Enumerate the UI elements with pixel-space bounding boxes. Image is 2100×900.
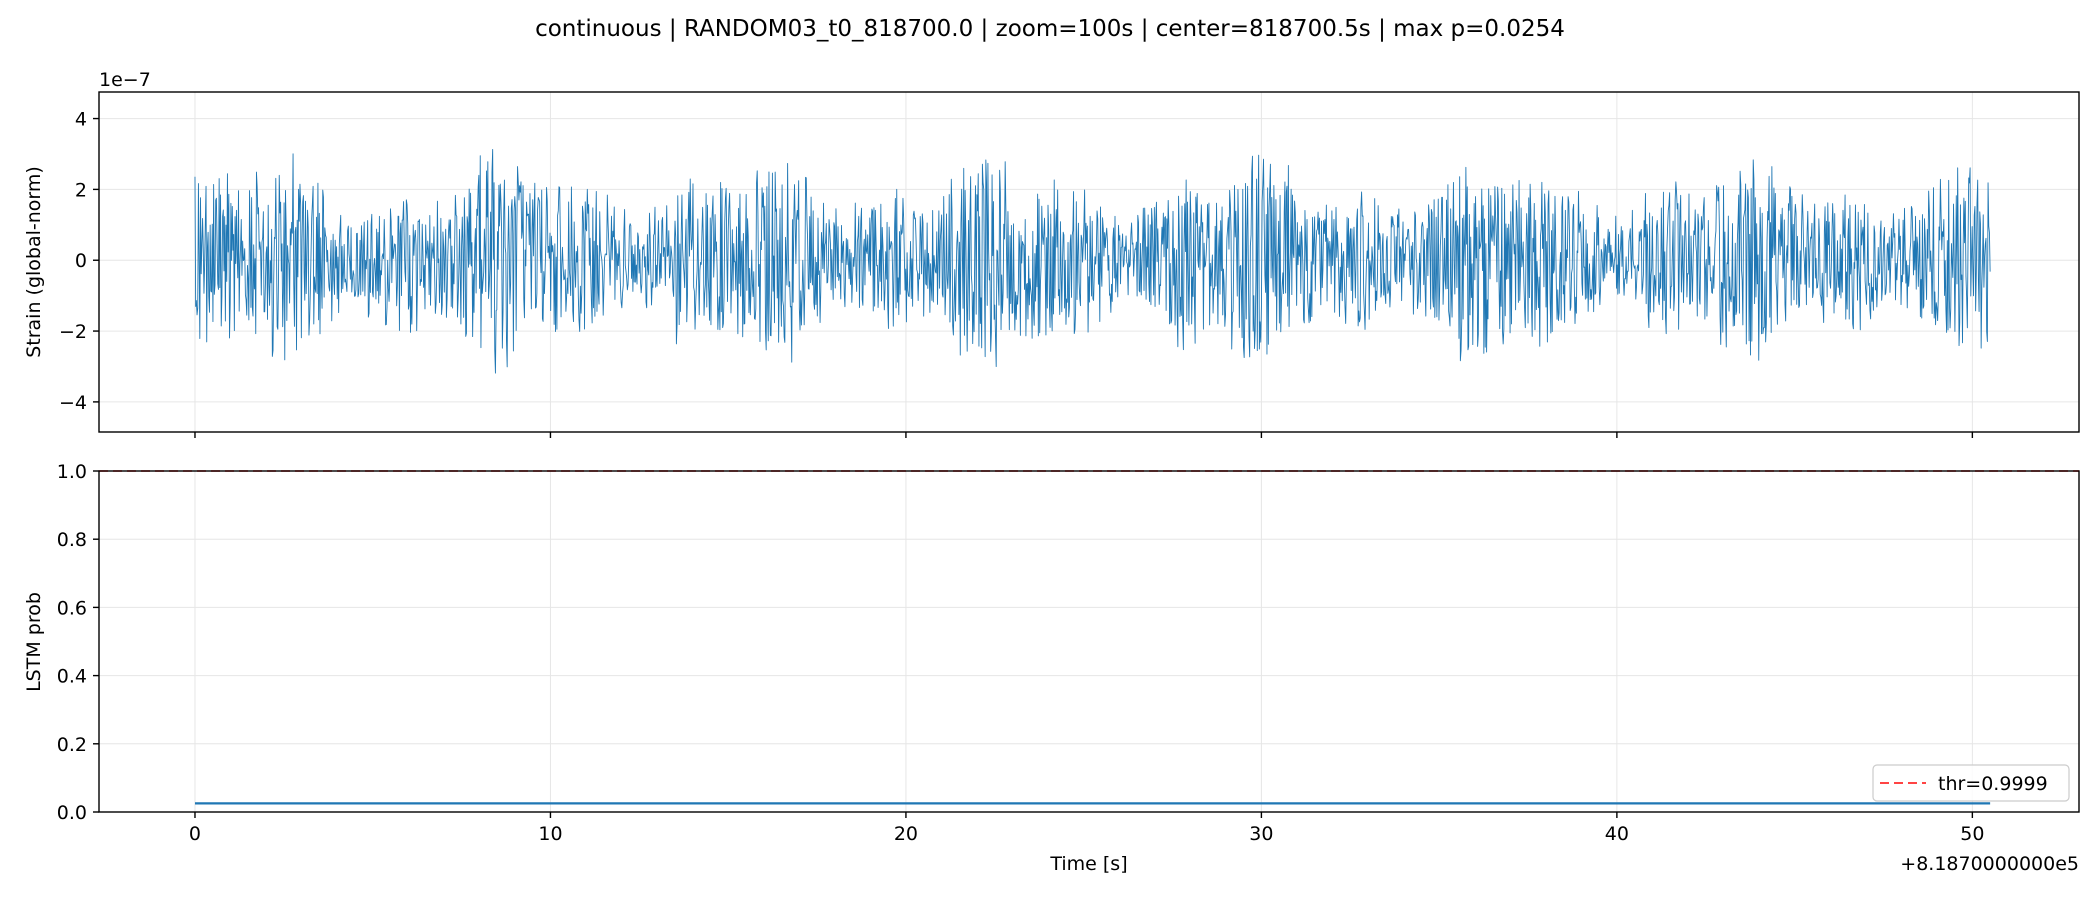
- strain-axes-frame: [98, 91, 2080, 433]
- strain-series: [194, 148, 1991, 374]
- prob-y-tick-label: 0.4: [57, 666, 87, 688]
- prob-x-tick-label: 10: [538, 823, 562, 845]
- prob-y-tick-label: 1.0: [57, 461, 87, 483]
- prob-panel: 0 10 20 30 40 50 0.0 0.2 0.4 0.6 0.8 1.0 +8.1870000…: [23, 461, 2080, 875]
- legend: thr=0.9999: [1872, 764, 2070, 802]
- strain-y-tick-label: −4: [59, 392, 87, 414]
- prob-y-axis-label: LSTM prob: [23, 592, 45, 692]
- prob-x-tick-label: 0: [189, 823, 201, 845]
- strain-y-tick-label: 4: [75, 109, 87, 131]
- prob-x-tick-label: 50: [1960, 823, 1984, 845]
- legend-threshold-label: thr=0.9999: [1938, 773, 2048, 795]
- strain-y-axis-label: Strain (global-norm): [23, 166, 45, 358]
- chart-title: continuous | RANDOM03_t0_818700.0 | zoom…: [535, 16, 1565, 42]
- prob-y-tick-label: 0.0: [57, 802, 87, 824]
- prob-series: [99, 470, 2079, 805]
- prob-x-tick-label: 30: [1249, 823, 1273, 845]
- prob-x-tick-label: 40: [1605, 823, 1629, 845]
- strain-ticks: 4 2 0 −2 −4: [59, 109, 1974, 438]
- prob-x-tick-label: 20: [894, 823, 918, 845]
- strain-y-tick-label: 2: [75, 179, 87, 201]
- prob-y-tick-label: 0.8: [57, 529, 87, 551]
- prob-axes-frame: [98, 470, 2080, 813]
- strain-y-tick-label: −2: [59, 321, 87, 343]
- prob-x-offset-text: +8.1870000000e5: [1900, 853, 2079, 875]
- prob-grid: [99, 470, 2079, 813]
- strain-series-line: [194, 148, 1991, 374]
- legend-box: [1872, 764, 2070, 802]
- prob-y-tick-label: 0.2: [57, 734, 87, 756]
- strain-offset-text: 1e−7: [99, 69, 151, 91]
- strain-y-tick-label: 0: [75, 250, 87, 272]
- prob-y-tick-label: 0.6: [57, 597, 87, 619]
- prob-x-axis-label: Time [s]: [1049, 853, 1127, 875]
- strain-panel: 4 2 0 −2 −4 1e−7 Strain (global-norm): [23, 69, 2080, 438]
- prob-ticks: 0 10 20 30 40 50 0.0 0.2 0.4 0.6 0.8 1.0: [57, 461, 1985, 845]
